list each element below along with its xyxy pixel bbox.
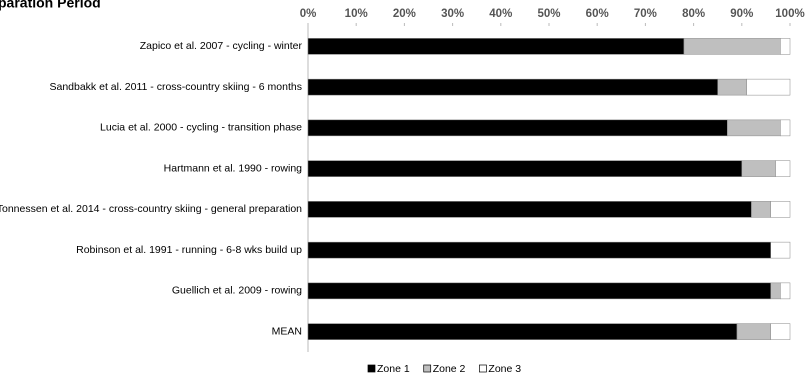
bar-segment bbox=[683, 38, 781, 55]
x-tick-label: 70% bbox=[634, 8, 657, 20]
bar-segment bbox=[770, 241, 791, 259]
legend-swatch bbox=[367, 364, 376, 373]
bar-segment bbox=[307, 38, 685, 55]
y-tick-label: Tonnessen et al. 2014 - cross-country sk… bbox=[0, 203, 302, 215]
bar-segment bbox=[307, 78, 718, 96]
bar-segment bbox=[770, 323, 791, 340]
x-tick-label: 40% bbox=[489, 8, 512, 20]
bar-segment bbox=[770, 201, 791, 218]
bar-segment bbox=[717, 78, 747, 96]
x-tick-label: 80% bbox=[682, 8, 705, 20]
legend-swatch bbox=[479, 364, 487, 373]
y-tick-label: Sandbakk et al. 2011 - cross-country ski… bbox=[49, 81, 302, 93]
bar-segment bbox=[307, 201, 752, 218]
chart-title: paration Period bbox=[0, 0, 101, 11]
bar-segment bbox=[751, 201, 771, 218]
legend-label: Zone 2 bbox=[433, 363, 466, 375]
x-tick-label: 10% bbox=[345, 8, 368, 20]
bar-segment bbox=[307, 241, 771, 259]
y-tick-label: Lucia et al. 2000 - cycling - transition… bbox=[100, 122, 302, 134]
bar-segment bbox=[780, 282, 791, 300]
bar-segment bbox=[307, 282, 771, 300]
x-tick-label: 50% bbox=[537, 8, 560, 20]
x-tick-label: 90% bbox=[730, 8, 753, 20]
bar-segment bbox=[307, 119, 728, 137]
legend-label: Zone 3 bbox=[488, 363, 521, 375]
bar-segment bbox=[775, 160, 791, 177]
x-tick-label: 20% bbox=[393, 8, 416, 20]
x-tick-label: 0% bbox=[300, 8, 317, 20]
y-tick-label: MEAN bbox=[272, 325, 302, 337]
bar-segment bbox=[741, 160, 776, 177]
legend-label: Zone 1 bbox=[377, 363, 410, 375]
bar-segment bbox=[780, 119, 791, 137]
x-tick-label: 100% bbox=[775, 8, 804, 20]
bar-segment bbox=[727, 119, 781, 137]
bar-segment bbox=[307, 323, 738, 340]
bar-segment bbox=[307, 160, 743, 177]
bar-segment bbox=[746, 78, 791, 96]
y-tick-label: Guellich et al. 2009 - rowing bbox=[172, 285, 302, 297]
y-tick-label: Hartmann et al. 1990 - rowing bbox=[164, 162, 302, 174]
x-tick-label: 30% bbox=[441, 8, 464, 20]
y-tick-label: Zapico et al. 2007 - cycling - winter bbox=[140, 40, 303, 52]
bar-segment bbox=[780, 38, 791, 55]
legend-swatch bbox=[423, 364, 432, 373]
bar-segment bbox=[770, 282, 781, 300]
y-tick-label: Robinson et al. 1991 - running - 6-8 wks… bbox=[76, 244, 302, 256]
bar-segment bbox=[736, 323, 771, 340]
x-tick-label: 60% bbox=[586, 8, 609, 20]
